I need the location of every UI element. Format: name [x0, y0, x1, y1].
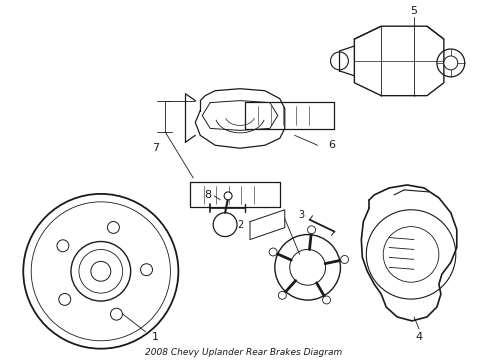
Circle shape [91, 261, 111, 281]
Text: 8: 8 [204, 190, 211, 200]
Circle shape [278, 291, 286, 299]
Circle shape [443, 56, 457, 70]
Text: 4: 4 [415, 332, 422, 342]
Text: 2008 Chevy Uplander Rear Brakes Diagram: 2008 Chevy Uplander Rear Brakes Diagram [145, 348, 342, 357]
Circle shape [322, 296, 330, 304]
Circle shape [307, 226, 315, 234]
Circle shape [224, 192, 232, 200]
Text: 2: 2 [236, 220, 243, 230]
Text: 1: 1 [152, 332, 159, 342]
Text: 7: 7 [152, 143, 159, 153]
Text: 5: 5 [410, 6, 417, 16]
Circle shape [268, 248, 277, 256]
Text: 6: 6 [327, 140, 334, 150]
Text: 3: 3 [298, 210, 304, 220]
Circle shape [340, 256, 348, 264]
